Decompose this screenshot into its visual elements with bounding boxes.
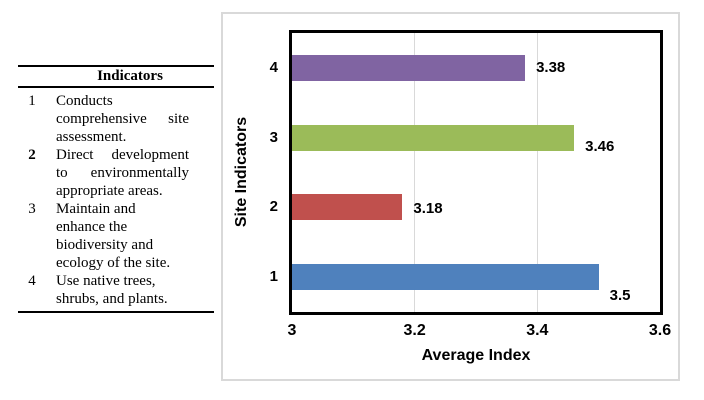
data-label-4: 3.38 (536, 58, 566, 76)
indicators-table-header: Indicators (18, 65, 214, 88)
indicator-row: 4 Use native trees, shrubs, and plants. (18, 272, 214, 308)
bar-3 (292, 124, 575, 151)
bar-1 (292, 264, 599, 291)
indicator-text: Direct development to environmentally appr… (56, 146, 189, 200)
gridline (536, 33, 538, 312)
indicator-text-line: Use native trees, (56, 273, 156, 289)
x-axis-tick-label: 3.6 (648, 322, 672, 339)
indicator-text: Maintain and enhance the biodiversity and e… (56, 200, 189, 272)
data-label-2: 3.18 (413, 200, 443, 218)
gridline (414, 33, 416, 312)
indicator-text-line: assessment. (56, 129, 127, 145)
bar-4 (292, 54, 526, 81)
indicator-text: Conducts comprehensive site assessment. (56, 92, 189, 146)
indicator-row: 2 Direct development to environmentally app… (18, 146, 214, 200)
indicator-row: 3 Maintain and enhance the biodiversity and… (18, 200, 214, 272)
x-axis-tick-label: 3.2 (403, 322, 426, 339)
indicators-table-body: 1 Conducts comprehensive site assessment. 2 D… (18, 88, 214, 313)
plot-area (289, 30, 663, 315)
indicator-text-line: comprehensive site (56, 111, 189, 127)
y-axis-tick-label: 1 (269, 268, 278, 286)
indicator-text-line: enhance the (56, 219, 128, 235)
indicator-text-line: Maintain and (56, 201, 136, 217)
indicator-number: 1 (28, 93, 36, 109)
x-axis-tick-label: 3.4 (526, 322, 549, 339)
indicators-table: Indicators 1 Conducts comprehensive site as… (18, 65, 214, 313)
indicator-row: 1 Conducts comprehensive site assessment. (18, 92, 214, 146)
indicator-text-line: Direct development (56, 147, 189, 163)
data-label-3: 3.46 (585, 137, 615, 155)
indicator-text-line: biodiversity and (56, 237, 154, 253)
indicator-text-line: appropriate areas. (56, 183, 163, 199)
indicator-number: 3 (28, 201, 36, 217)
y-axis-tick-label: 3 (269, 128, 278, 146)
y-axis-tick-label: 2 (269, 198, 278, 216)
indicator-text-line: to environmentally (56, 165, 189, 181)
x-axis-title: Average Index (421, 347, 531, 364)
bar-2 (292, 194, 403, 221)
indicator-text-line: shrubs, and plants. (56, 291, 168, 307)
indicator-number: 4 (28, 273, 36, 289)
indicator-text-line: ecology of the site. (56, 255, 171, 271)
indicator-number: 2 (28, 147, 36, 163)
x-axis-tick-label: 3 (287, 322, 297, 339)
indicator-text: Use native trees, shrubs, and plants. (56, 272, 189, 308)
data-label-1: 3.5 (609, 287, 631, 305)
indicator-text-line: Conducts (56, 93, 113, 109)
y-axis-tick-label: 4 (269, 58, 278, 76)
